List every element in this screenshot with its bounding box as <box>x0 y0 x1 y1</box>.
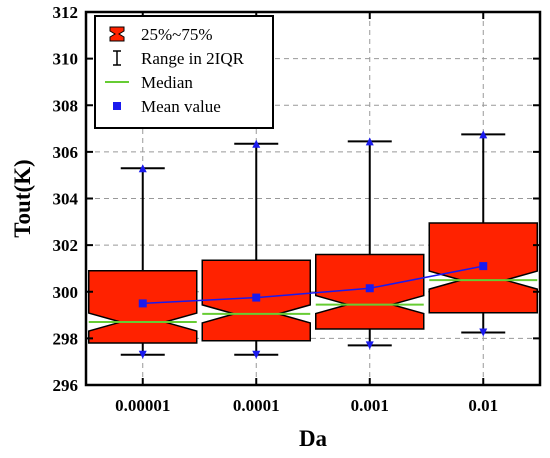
min-marker <box>365 341 374 350</box>
y-tick-label: 306 <box>53 143 79 162</box>
x-tick-label: 0.001 <box>351 396 389 415</box>
max-marker <box>138 164 147 173</box>
box-0.00001 <box>88 164 198 359</box>
y-tick-label: 308 <box>53 96 79 115</box>
min-marker <box>479 328 488 337</box>
x-tick-label: 0.01 <box>468 396 498 415</box>
min-marker <box>138 350 147 359</box>
x-axis-label: Da <box>299 426 328 451</box>
y-tick-label: 304 <box>53 190 79 209</box>
legend-mean-icon <box>113 102 121 110</box>
mean-value-series <box>138 262 488 308</box>
axis-ticks: 296 298 300 302 304 306 308 310 312 0.00001 0.0001… <box>53 3 540 415</box>
box-0.0001 <box>201 139 311 359</box>
box-0.01 <box>428 130 538 337</box>
legend-item-mean: Mean value <box>113 97 221 116</box>
mean-point <box>252 293 261 302</box>
y-tick-label: 310 <box>53 50 79 69</box>
legend-label: Mean value <box>141 97 221 116</box>
legend-label: Median <box>141 73 193 92</box>
legend-box-icon <box>109 26 125 42</box>
legend-label: 25%~75% <box>141 25 213 44</box>
box-plot-series <box>88 130 538 359</box>
max-marker <box>479 130 488 139</box>
mean-point <box>479 262 488 271</box>
mean-point <box>138 299 147 308</box>
legend: 25%~75% Range in 2IQR Median Mean value <box>94 15 274 129</box>
legend-item-box: 25%~75% <box>109 25 213 44</box>
y-tick-label: 302 <box>53 236 79 255</box>
y-tick-label: 298 <box>53 329 79 348</box>
max-marker <box>252 139 261 148</box>
box-0.001 <box>315 137 425 350</box>
y-tick-label: 312 <box>53 3 79 22</box>
y-tick-label: 300 <box>53 283 79 302</box>
x-tick-label: 0.00001 <box>115 396 170 415</box>
mean-line <box>142 265 484 305</box>
legend-box <box>94 15 274 129</box>
legend-label: Range in 2IQR <box>141 49 245 68</box>
legend-item-median: Median <box>105 73 193 92</box>
min-marker <box>252 350 261 359</box>
max-marker <box>365 137 374 146</box>
mean-point <box>365 284 374 293</box>
y-tick-label: 296 <box>53 376 79 395</box>
legend-item-range: Range in 2IQR <box>113 49 245 68</box>
y-axis-label: Tout(K) <box>10 159 35 237</box>
x-tick-label: 0.0001 <box>233 396 280 415</box>
